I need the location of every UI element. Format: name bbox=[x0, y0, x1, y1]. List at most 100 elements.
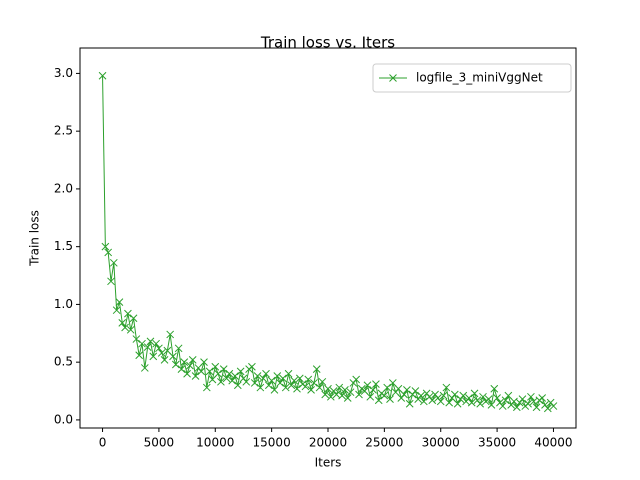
point-marker bbox=[484, 395, 493, 403]
point-marker bbox=[436, 397, 445, 406]
point-marker bbox=[307, 386, 315, 394]
point-marker bbox=[174, 344, 183, 353]
y-tick-label: 2.5 bbox=[54, 124, 73, 138]
plot-frame bbox=[79, 47, 577, 429]
point-marker bbox=[470, 389, 479, 398]
point-marker bbox=[281, 383, 290, 392]
point-marker bbox=[315, 383, 324, 392]
point-marker bbox=[186, 361, 194, 370]
point-marker bbox=[324, 384, 332, 393]
point-marker bbox=[143, 343, 152, 352]
point-marker bbox=[284, 369, 293, 378]
point-marker bbox=[155, 344, 163, 353]
point-marker bbox=[318, 377, 327, 386]
point-marker bbox=[383, 383, 392, 392]
point-marker bbox=[374, 396, 383, 405]
point-marker bbox=[166, 330, 175, 339]
point-marker bbox=[355, 390, 363, 399]
point-marker bbox=[242, 377, 251, 386]
point-marker bbox=[549, 402, 558, 410]
point-marker bbox=[256, 383, 265, 392]
point-marker bbox=[267, 376, 276, 385]
x-tick-label: 25000 bbox=[365, 436, 403, 450]
point-marker bbox=[527, 392, 535, 401]
point-marker bbox=[372, 380, 380, 388]
point-marker bbox=[183, 369, 191, 378]
point-marker bbox=[104, 248, 113, 257]
point-marker bbox=[428, 396, 437, 405]
point-marker bbox=[211, 362, 220, 371]
point-marker bbox=[197, 367, 206, 376]
point-marker bbox=[352, 375, 361, 384]
point-marker bbox=[326, 392, 335, 401]
point-marker bbox=[341, 386, 349, 394]
y-tick-label: 1.0 bbox=[54, 297, 73, 311]
point-marker bbox=[312, 365, 321, 373]
point-marker bbox=[109, 258, 118, 267]
point-marker bbox=[262, 369, 270, 378]
point-marker bbox=[363, 381, 372, 390]
point-marker bbox=[465, 394, 473, 402]
point-marker bbox=[442, 383, 451, 392]
point-marker bbox=[518, 395, 527, 403]
point-marker bbox=[490, 384, 499, 393]
point-marker bbox=[225, 369, 234, 378]
point-marker bbox=[366, 392, 375, 401]
x-tick-label: 40000 bbox=[534, 436, 572, 450]
point-marker bbox=[287, 381, 296, 390]
x-tick-label: 35000 bbox=[478, 436, 516, 450]
legend-box bbox=[372, 63, 572, 93]
point-marker bbox=[138, 339, 146, 348]
point-marker bbox=[501, 396, 510, 405]
point-marker bbox=[532, 403, 541, 412]
y-tick-label: 1.5 bbox=[54, 239, 73, 253]
point-marker bbox=[543, 404, 552, 413]
point-marker bbox=[290, 376, 299, 385]
point-marker bbox=[118, 319, 127, 327]
point-marker bbox=[160, 356, 169, 364]
point-marker bbox=[295, 374, 304, 383]
point-marker bbox=[293, 384, 301, 393]
x-tick-label: 30000 bbox=[422, 436, 460, 450]
point-marker bbox=[214, 369, 222, 378]
point-marker bbox=[132, 335, 141, 343]
point-marker bbox=[276, 379, 284, 387]
point-marker bbox=[487, 401, 496, 409]
point-marker bbox=[380, 391, 389, 400]
point-marker bbox=[459, 391, 468, 400]
x-tick-label: 20000 bbox=[309, 436, 347, 450]
chart-title: Train loss vs. Iters bbox=[260, 34, 395, 52]
point-marker bbox=[188, 356, 197, 364]
point-marker bbox=[270, 386, 279, 394]
point-marker bbox=[126, 325, 135, 334]
point-marker bbox=[112, 306, 121, 315]
point-marker bbox=[236, 367, 245, 376]
point-marker bbox=[476, 399, 485, 408]
point-marker bbox=[264, 381, 273, 390]
point-marker bbox=[445, 398, 454, 407]
point-marker bbox=[169, 352, 177, 361]
point-marker bbox=[498, 402, 507, 410]
y-tick-label: 0.5 bbox=[54, 355, 73, 369]
point-marker bbox=[279, 374, 287, 383]
point-marker bbox=[335, 383, 344, 392]
point-marker bbox=[146, 337, 155, 346]
x-tick-label: 15000 bbox=[253, 436, 291, 450]
point-marker bbox=[512, 403, 521, 412]
x-tick-label: 0 bbox=[99, 436, 107, 450]
point-marker bbox=[124, 309, 132, 318]
point-marker bbox=[343, 394, 352, 402]
x-tick-label: 5000 bbox=[144, 436, 175, 450]
point-marker bbox=[202, 383, 211, 392]
point-marker bbox=[479, 392, 487, 401]
point-marker bbox=[453, 399, 462, 408]
point-marker bbox=[205, 367, 214, 376]
point-marker bbox=[467, 398, 476, 407]
point-marker bbox=[273, 372, 282, 380]
legend-marker bbox=[389, 74, 397, 82]
point-marker bbox=[321, 390, 330, 399]
point-marker bbox=[250, 379, 259, 387]
point-marker bbox=[417, 391, 425, 400]
point-marker bbox=[301, 382, 310, 391]
